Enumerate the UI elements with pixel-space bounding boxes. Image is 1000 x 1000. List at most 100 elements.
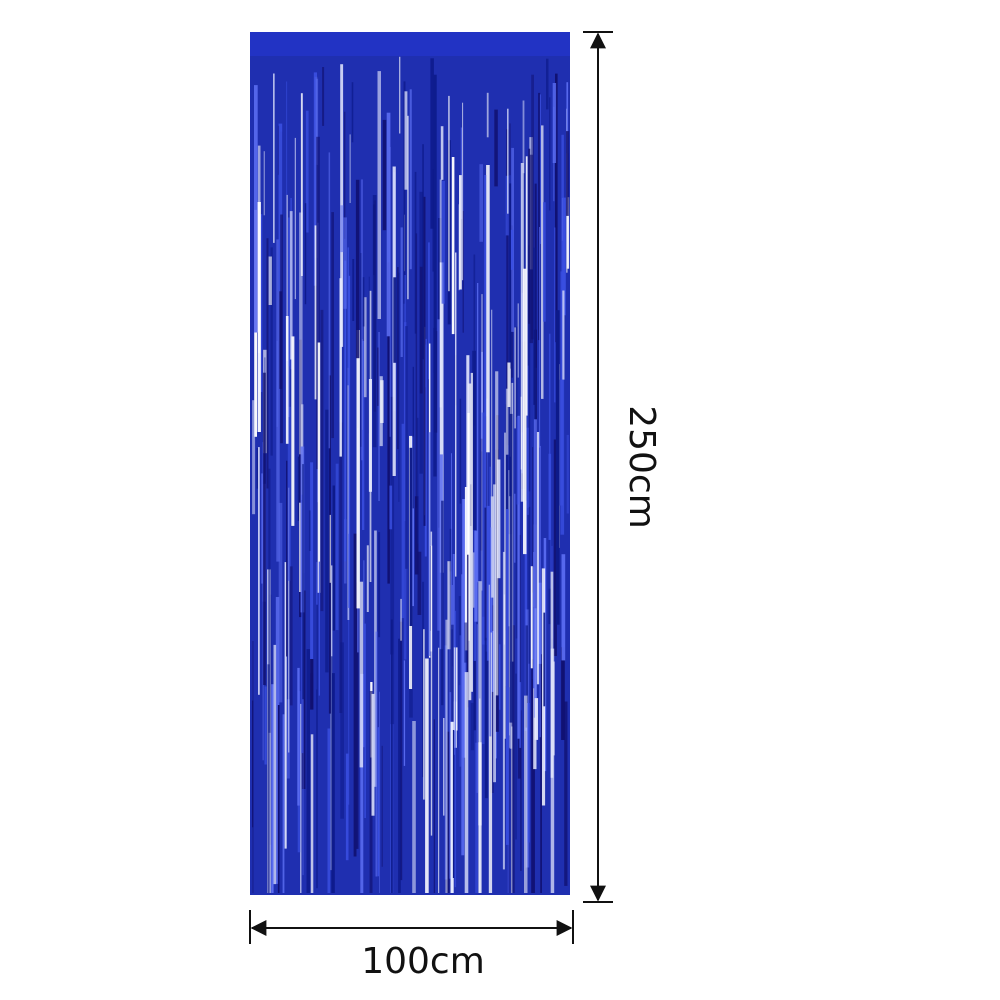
fringe-strand bbox=[481, 616, 485, 745]
fringe-strand bbox=[448, 95, 450, 292]
fringe-strand bbox=[509, 123, 511, 176]
fringe-strand bbox=[412, 721, 416, 893]
fringe-strand bbox=[424, 338, 427, 557]
fringe-strand bbox=[491, 630, 494, 692]
fringe-strand bbox=[278, 502, 283, 703]
fringe-strand bbox=[257, 202, 261, 432]
fringe-strand bbox=[372, 195, 377, 448]
fringe-strand bbox=[473, 254, 476, 426]
fringe-strand bbox=[422, 581, 425, 778]
fringe-strand bbox=[528, 245, 531, 492]
fringe-strand bbox=[344, 260, 347, 562]
fringe-strand bbox=[526, 703, 530, 843]
fringe-strand bbox=[299, 339, 302, 618]
fringe-strand bbox=[486, 92, 489, 138]
fringe-strand bbox=[300, 93, 303, 276]
fringe-strand bbox=[467, 554, 469, 708]
fringe-strand bbox=[443, 718, 445, 816]
fringe-strand bbox=[409, 447, 413, 626]
fringe-strand bbox=[405, 326, 408, 569]
fringe-strand bbox=[507, 362, 511, 407]
fringe-strand bbox=[362, 340, 365, 530]
fringe-strand bbox=[536, 432, 540, 685]
fringe-strand bbox=[524, 695, 528, 893]
fringe-strand bbox=[289, 211, 293, 360]
fringe-strand bbox=[289, 566, 293, 706]
fringe-strand bbox=[539, 445, 541, 738]
fringe-strand bbox=[474, 530, 478, 622]
fringe-strand bbox=[450, 721, 454, 893]
fringe-strand bbox=[566, 197, 570, 269]
fringe-strand bbox=[473, 660, 476, 731]
fringe-strand bbox=[562, 197, 566, 316]
height-dimension: 250cm bbox=[583, 31, 662, 903]
fringe-strand bbox=[415, 233, 418, 508]
fringe-strand bbox=[310, 659, 314, 710]
fringe-strand bbox=[378, 532, 381, 638]
fringe-strand bbox=[439, 262, 444, 573]
fringe-strand bbox=[494, 109, 498, 187]
fringe-strand bbox=[430, 545, 433, 836]
fringe-strand bbox=[299, 212, 303, 455]
fringe-strand bbox=[315, 78, 319, 165]
fringe-strand bbox=[404, 91, 408, 190]
fringe-strand bbox=[514, 327, 516, 429]
fringe-strand bbox=[552, 83, 557, 163]
fringe-strand bbox=[538, 92, 541, 341]
fringe-strand bbox=[423, 629, 425, 800]
fringe-strand bbox=[276, 239, 280, 562]
fringe-strand bbox=[377, 347, 379, 406]
fringe-strand bbox=[548, 539, 551, 625]
fringe-strand bbox=[489, 466, 492, 737]
fringe-strand bbox=[485, 651, 488, 798]
fringe-strand bbox=[306, 649, 310, 893]
fringe-strand bbox=[488, 584, 493, 893]
fringe-strand bbox=[316, 604, 318, 889]
fringe-strand bbox=[275, 597, 280, 884]
fringe-strand bbox=[329, 514, 331, 583]
fringe-strand bbox=[409, 89, 412, 270]
fringe-strand bbox=[360, 673, 364, 893]
fringe-strand bbox=[348, 533, 350, 805]
fringe-strand bbox=[339, 422, 343, 713]
fringe-strand bbox=[347, 247, 349, 386]
fringe-strand bbox=[452, 730, 455, 878]
width-dimension: 100cm bbox=[249, 910, 574, 982]
fringe-strand bbox=[520, 396, 522, 470]
fringe-strand bbox=[454, 610, 457, 888]
fringe-strand bbox=[286, 194, 288, 361]
fringe-strand bbox=[363, 560, 365, 748]
fringe-strand bbox=[464, 672, 469, 893]
height-label: 250cm bbox=[621, 405, 662, 529]
fringe-strand bbox=[399, 621, 403, 881]
fringe-strand bbox=[352, 259, 355, 321]
fringe-strand bbox=[451, 157, 455, 335]
fringe-strand bbox=[310, 462, 314, 674]
fringe-strand bbox=[455, 252, 457, 577]
fringe-strand bbox=[252, 400, 256, 515]
fringe-strand bbox=[374, 530, 377, 787]
curtain-top-band bbox=[250, 32, 570, 56]
fringe-strand bbox=[519, 682, 522, 748]
fringe-strand bbox=[470, 372, 473, 692]
fringe-strand bbox=[428, 242, 430, 380]
fringe-strand bbox=[378, 332, 380, 501]
fringe-strand bbox=[462, 102, 464, 281]
fringe-strand bbox=[514, 493, 516, 563]
fringe-strand bbox=[533, 247, 536, 552]
fringe-strand bbox=[344, 111, 346, 239]
fringe-strand bbox=[509, 413, 513, 723]
fringe-strand bbox=[498, 644, 501, 710]
fringe-strand bbox=[449, 528, 452, 693]
fringe-strand bbox=[461, 574, 465, 856]
fringe-strand bbox=[475, 742, 478, 893]
fringe-strand bbox=[294, 137, 296, 300]
fringe-strand bbox=[546, 58, 549, 110]
fringe-strand bbox=[511, 625, 515, 893]
fringe-strand bbox=[484, 416, 488, 641]
fringe-strand bbox=[460, 127, 463, 219]
fringe-strand bbox=[477, 283, 479, 583]
fringe-strand bbox=[562, 290, 565, 380]
fringe-strand bbox=[390, 619, 393, 893]
